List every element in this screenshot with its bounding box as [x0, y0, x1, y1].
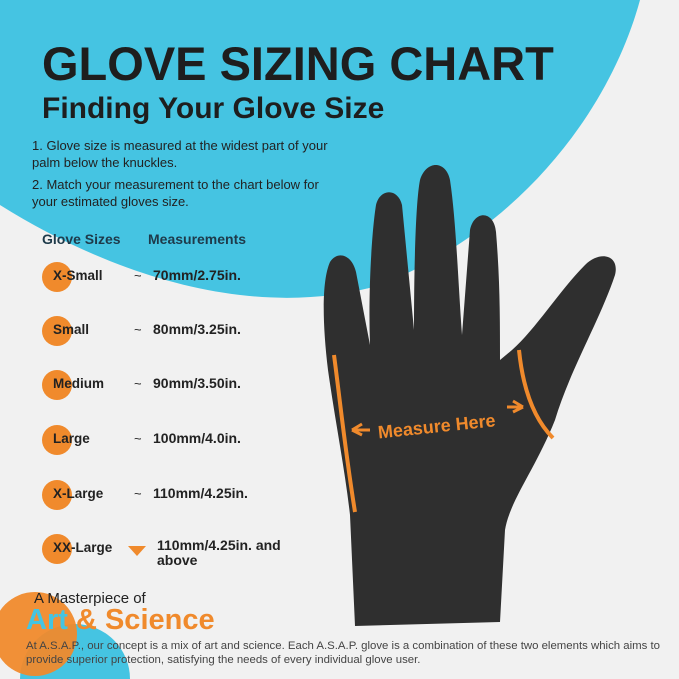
approx-symbol: ~ [134, 376, 142, 391]
page-title: GLOVE SIZING CHART [42, 37, 554, 90]
size-label: Medium [53, 376, 105, 391]
size-row: X-Large ~110mm/4.25in. [40, 480, 320, 510]
column-header-measurements: Measurements [148, 231, 247, 247]
size-dot [42, 480, 72, 510]
ampersand: & [75, 604, 97, 636]
measure-arrow-left-icon [351, 422, 370, 437]
approx-symbol: ~ [134, 268, 142, 283]
measurement-value: 100mm/4.0in. [153, 430, 241, 446]
size-row: XX-Large 110mm/4.25in. and above [40, 534, 320, 568]
footer-description: At A.S.A.P., our concept is a mix of art… [26, 640, 660, 666]
size-dot [42, 425, 72, 455]
instruction-step-2: 2. Match your measurement to the chart b… [32, 177, 319, 209]
triangle-down-icon [128, 546, 146, 556]
size-row: Medium ~90mm/3.50in. [40, 370, 320, 400]
approx-symbol: ~ [134, 431, 142, 446]
column-header-sizes: Glove Sizes [42, 231, 121, 247]
size-dot [42, 534, 72, 564]
approx-symbol: ~ [134, 322, 142, 337]
measurement-value: 110mm/4.25in. and above [157, 537, 281, 568]
measurement-value: 80mm/3.25in. [153, 321, 241, 337]
art-word: Art [26, 604, 68, 636]
measure-arrow-right-icon [507, 399, 524, 414]
size-label: X-Small [53, 268, 103, 283]
measure-right-edge [517, 349, 555, 440]
footer-kicker: A Masterpiece of [34, 590, 146, 607]
glove-hand-image [323, 165, 616, 626]
measurement-value: 110mm/4.25in. [153, 485, 248, 501]
instruction-step-1: 1. Glove size is measured at the widest … [32, 138, 328, 170]
size-label: X-Large [53, 486, 104, 501]
size-dot [42, 316, 72, 346]
measure-left-edge [332, 354, 357, 513]
measurement-value: 90mm/3.50in. [153, 375, 241, 391]
size-label: Large [53, 431, 90, 446]
page-subtitle: Finding Your Glove Size [42, 92, 385, 125]
footer-heading: Art & Science [26, 604, 215, 637]
footer-orange-circle [0, 592, 77, 676]
size-row: Small ~80mm/3.25in. [40, 316, 320, 346]
science-word: Science [104, 604, 215, 636]
measurement-value: 70mm/2.75in. [153, 267, 241, 283]
approx-symbol: ~ [134, 486, 142, 501]
size-dot [42, 370, 72, 400]
size-label: XX-Large [53, 540, 113, 555]
size-label: Small [53, 322, 90, 337]
size-row: Large ~100mm/4.0in. [40, 425, 320, 455]
size-dot [42, 262, 72, 292]
size-row: X-Small ~70mm/2.75in. [40, 262, 320, 292]
